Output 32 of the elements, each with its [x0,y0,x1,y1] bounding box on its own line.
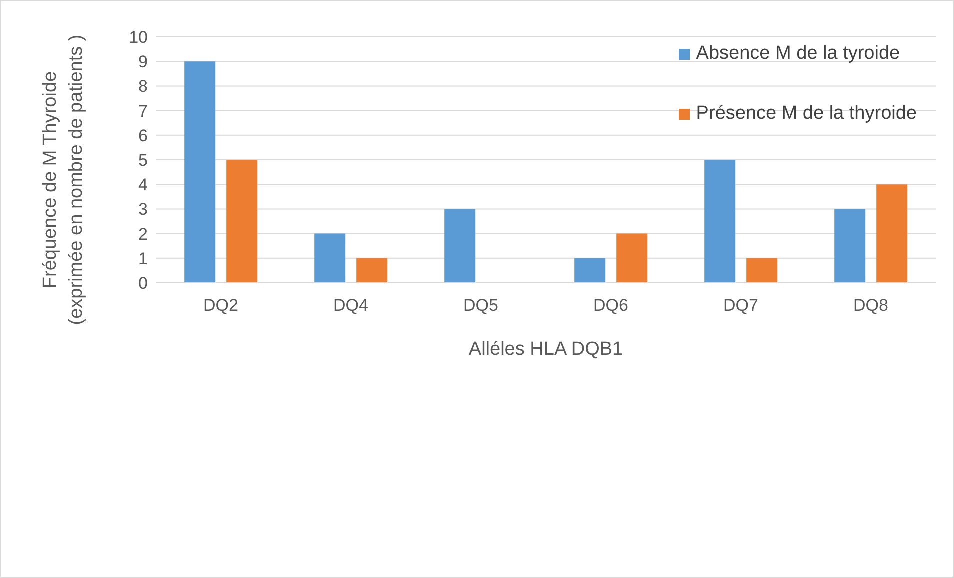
x-tick-label: DQ6 [594,296,628,316]
x-axis-title: Alléles HLA DQB1 [468,339,624,360]
y-axis-title: Fréquence de M Thyroide (exprimée en nombre de patients ) [40,34,87,326]
y-tick-label: 2 [138,224,148,244]
x-tick-label: DQ2 [204,296,238,316]
x-tick-label: DQ8 [854,296,888,316]
y-tick-label: 3 [138,200,148,220]
bar [834,209,866,283]
bar [444,209,476,283]
y-tick-label: 6 [138,126,148,146]
legend-label: Absence M de la tyroide [696,43,900,65]
y-tick-label: 5 [138,151,148,170]
bar [746,258,778,283]
bar [704,160,736,283]
x-tick-label: DQ5 [464,296,498,316]
y-tick-label: 1 [138,249,148,268]
bar [356,258,388,283]
legend-label: Présence M de la thyroide [696,103,917,125]
y-tick-label: 0 [138,274,148,294]
y-tick-label: 10 [129,28,148,48]
bar [616,234,648,283]
bar [574,258,606,283]
y-tick-label: 7 [138,102,148,121]
y-tick-label: 8 [138,77,148,96]
y-tick-label: 9 [138,52,148,72]
bar [184,62,216,283]
x-tick-label: DQ4 [334,296,368,316]
bar [226,160,258,283]
y-tick-label: 4 [138,176,148,195]
bar [876,184,908,283]
bar [314,234,346,283]
x-tick-label: DQ7 [724,296,758,316]
